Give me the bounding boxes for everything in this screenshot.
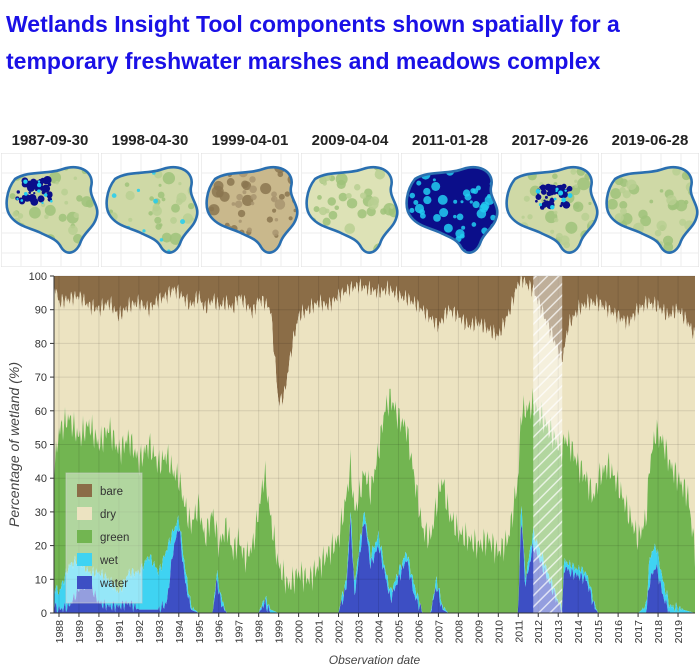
thumbnail-date: 1998-04-30 xyxy=(111,132,189,149)
thumbnail-map xyxy=(601,153,699,267)
x-tick-label: 2009 xyxy=(473,620,485,644)
area-wet xyxy=(54,505,695,613)
x-tick-label: 2008 xyxy=(453,620,465,644)
x-tick-label: 2006 xyxy=(413,620,425,644)
x-tick-label: 1990 xyxy=(94,620,106,644)
legend-swatch-green xyxy=(77,530,92,543)
thumbnail-2017-09-26: 2017-09-26 xyxy=(501,130,599,267)
x-tick-label: 1999 xyxy=(274,620,286,644)
thumbnail-strip: 1987-09-30 1998-04-30 1999-04-01 2009-04-04… xyxy=(0,130,700,270)
legend-swatch-bare xyxy=(77,484,92,497)
y-tick-label: 80 xyxy=(35,338,47,350)
thumbnail-date: 1987-09-30 xyxy=(11,132,89,149)
area-bare xyxy=(54,276,695,408)
legend-label-bare: bare xyxy=(100,486,123,498)
x-tick-label: 1996 xyxy=(214,620,226,644)
y-tick-label: 30 xyxy=(35,507,47,519)
legend-label-water: water xyxy=(99,578,128,590)
thumbnail-map xyxy=(301,153,399,267)
x-tick-label: 2013 xyxy=(553,620,565,644)
x-tick-label: 2000 xyxy=(294,620,306,644)
thumbnail-date: 1999-04-01 xyxy=(211,132,289,149)
chart-title: Wetlands Insight Tool components shown s… xyxy=(6,11,620,74)
thumbnail-map xyxy=(201,153,299,267)
legend-swatch-water xyxy=(77,576,92,589)
x-tick-label: 2005 xyxy=(393,620,405,644)
thumbnail-map xyxy=(101,153,199,267)
thumbnail-1998-04-30: 1998-04-30 xyxy=(101,130,199,267)
thumbnail-2009-04-04: 2009-04-04 xyxy=(301,130,399,267)
thumbnail-map xyxy=(501,153,599,267)
y-tick-label: 10 xyxy=(35,574,47,586)
x-tick-label: 2007 xyxy=(433,620,445,644)
x-tick-label: 2019 xyxy=(673,620,685,644)
thumbnail-date: 2011-01-28 xyxy=(412,132,488,149)
x-tick-label: 2015 xyxy=(593,620,605,644)
thumbnail-date: 2009-04-04 xyxy=(311,132,389,149)
legend-swatch-wet xyxy=(77,553,92,566)
y-tick-label: 60 xyxy=(35,406,47,418)
thumbnail-map xyxy=(1,153,99,267)
thumbnail-1987-09-30: 1987-09-30 xyxy=(1,130,99,267)
legend-label-dry: dry xyxy=(100,509,116,521)
legend-swatch-dry xyxy=(77,507,92,520)
wetland-area-chart: 0 10 20 30 40 50 60 70 80 90 100 1988 1989 1990 1991 19… xyxy=(6,271,695,667)
thumbnail-date: 2019-06-28 xyxy=(611,132,689,149)
y-tick-label: 100 xyxy=(29,271,47,283)
legend-label-green: green xyxy=(100,532,129,544)
x-tick-label: 1991 xyxy=(114,620,126,644)
x-tick-label: 1994 xyxy=(174,620,186,644)
x-tick-label: 2018 xyxy=(653,620,665,644)
x-axis-label: Observation date xyxy=(329,653,421,667)
x-tick-label: 1998 xyxy=(254,620,266,644)
thumbnail-2019-06-28: 2019-06-28 xyxy=(601,130,699,267)
legend-label-wet: wet xyxy=(99,555,119,567)
thumbnail-2011-01-28: 2011-01-28 xyxy=(401,130,499,267)
x-tick-label: 2016 xyxy=(613,620,625,644)
x-tick-label: 2002 xyxy=(334,620,346,644)
y-axis-label: Percentage of wetland (%) xyxy=(6,362,22,527)
y-tick-label: 0 xyxy=(41,608,47,620)
thumbnail-1999-04-01: 1999-04-01 xyxy=(201,130,299,267)
y-tick-label: 20 xyxy=(35,541,47,553)
x-tick-label: 2011 xyxy=(513,620,525,643)
y-tick-label: 40 xyxy=(35,473,47,485)
x-tick-label: 1997 xyxy=(234,620,246,644)
x-tick-label: 1992 xyxy=(134,620,146,644)
data-gap-hatch xyxy=(533,276,563,613)
x-tick-label: 1989 xyxy=(74,620,86,644)
x-tick-label: 2017 xyxy=(633,620,645,644)
legend: bare dry green wet water xyxy=(65,472,143,604)
x-tick-label: 1993 xyxy=(154,620,166,644)
x-tick-label: 2010 xyxy=(493,620,505,644)
x-tick-label: 2001 xyxy=(314,620,326,644)
x-tick-label: 2004 xyxy=(373,620,385,644)
gridlines xyxy=(54,275,695,614)
x-tick-label: 2012 xyxy=(533,620,545,644)
y-tick-label: 90 xyxy=(35,305,47,317)
thumbnail-date: 2017-09-26 xyxy=(511,132,589,149)
thumbnail-map xyxy=(401,153,499,267)
x-tick-label: 2003 xyxy=(354,620,366,644)
x-tick-label: 2014 xyxy=(573,620,585,644)
x-tick-label: 1995 xyxy=(194,620,206,644)
y-tick-label: 50 xyxy=(35,440,47,452)
y-tick-label: 70 xyxy=(35,372,47,384)
x-tick-label: 1988 xyxy=(54,620,66,644)
